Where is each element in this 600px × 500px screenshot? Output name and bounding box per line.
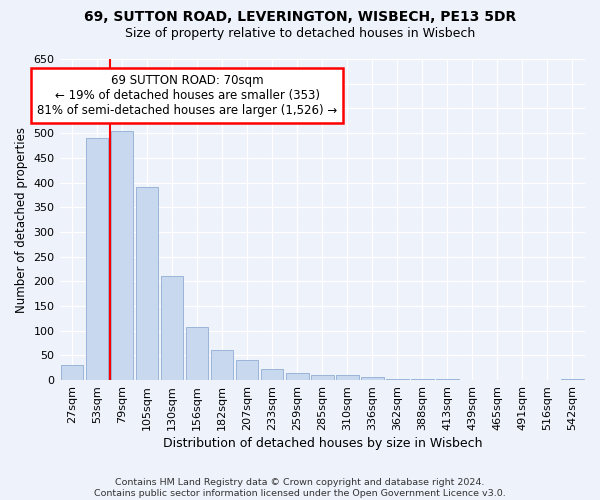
X-axis label: Distribution of detached houses by size in Wisbech: Distribution of detached houses by size … xyxy=(163,437,482,450)
Bar xyxy=(211,350,233,380)
Bar xyxy=(136,188,158,380)
Bar xyxy=(386,379,409,380)
Y-axis label: Number of detached properties: Number of detached properties xyxy=(15,126,28,312)
Bar xyxy=(411,379,434,380)
Bar xyxy=(186,328,208,380)
Bar xyxy=(111,130,133,380)
Bar xyxy=(436,379,458,380)
Text: 69 SUTTON ROAD: 70sqm
← 19% of detached houses are smaller (353)
81% of semi-det: 69 SUTTON ROAD: 70sqm ← 19% of detached … xyxy=(37,74,337,117)
Text: Size of property relative to detached houses in Wisbech: Size of property relative to detached ho… xyxy=(125,28,475,40)
Bar xyxy=(261,370,283,380)
Bar xyxy=(61,366,83,380)
Bar xyxy=(286,374,308,380)
Bar xyxy=(161,276,184,380)
Text: Contains HM Land Registry data © Crown copyright and database right 2024.
Contai: Contains HM Land Registry data © Crown c… xyxy=(94,478,506,498)
Bar xyxy=(336,376,359,380)
Bar xyxy=(361,376,383,380)
Bar xyxy=(561,378,584,380)
Bar xyxy=(236,360,259,380)
Text: 69, SUTTON ROAD, LEVERINGTON, WISBECH, PE13 5DR: 69, SUTTON ROAD, LEVERINGTON, WISBECH, P… xyxy=(84,10,516,24)
Bar xyxy=(311,376,334,380)
Bar xyxy=(86,138,109,380)
